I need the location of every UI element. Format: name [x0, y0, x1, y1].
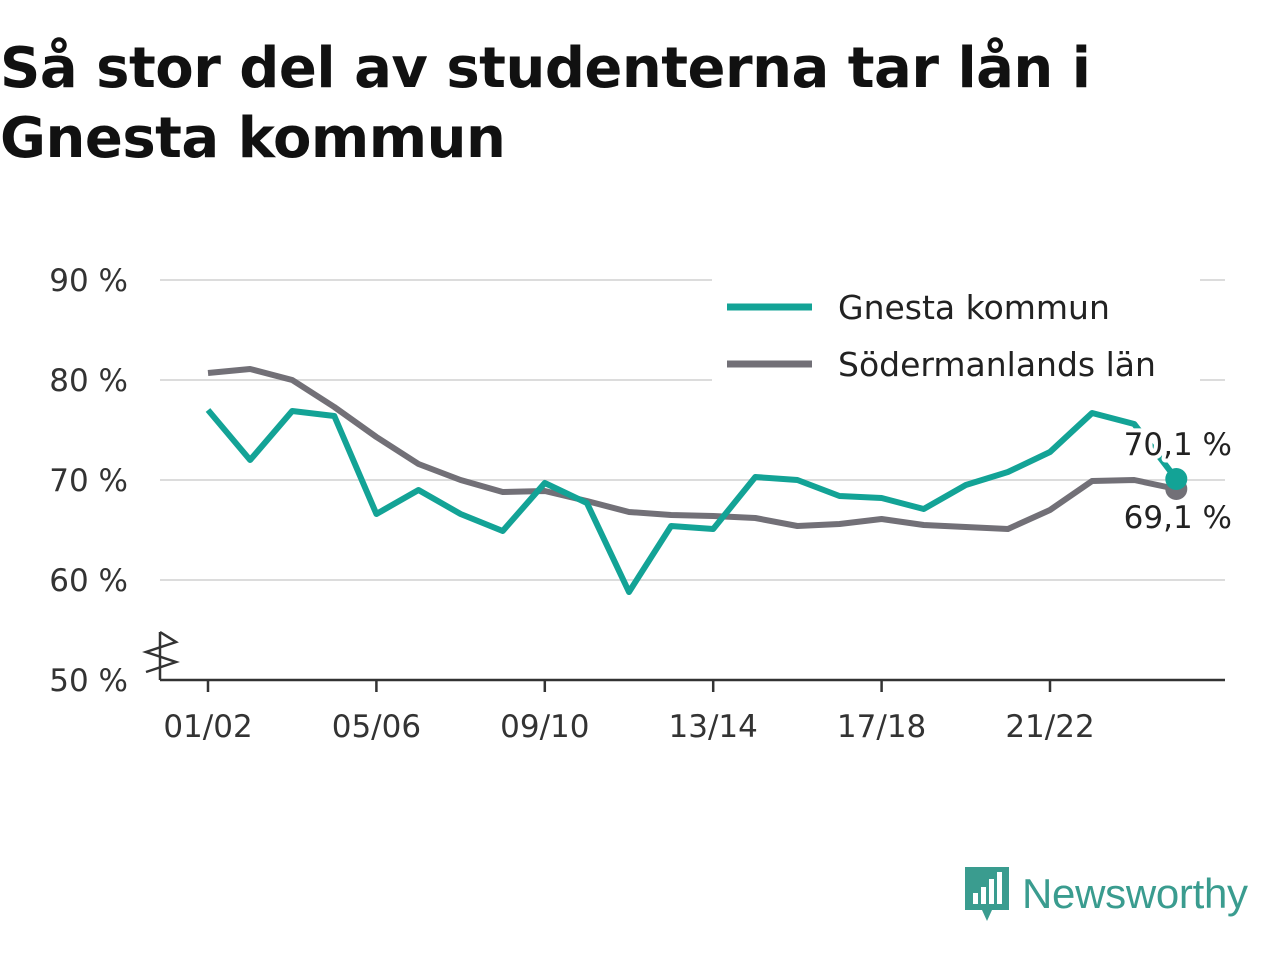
y-tick-label: 50 %: [49, 663, 128, 699]
legend-label: Södermanlands län: [838, 345, 1156, 384]
x-tick-label: 21/22: [1005, 709, 1094, 745]
end-label-sodermanland: 69,1 %: [1124, 500, 1232, 536]
chart-title: Så stor del av studenterna tar lån i Gne…: [0, 36, 1091, 171]
end-label-sodermanland-halo: 69,1 %: [1124, 500, 1232, 536]
x-tick-label: 05/06: [332, 709, 421, 745]
x-tick-label: 17/18: [837, 709, 926, 745]
brand: Newsworthy: [962, 862, 1248, 926]
series-lines: [205, 366, 1188, 595]
x-tick-label: 13/14: [669, 709, 758, 745]
x-tick-label: 09/10: [500, 709, 589, 745]
axes: 90 % 80 % 70 % 60 % 50 % 01/02 05/06 09/10 13/14…: [49, 263, 1225, 745]
end-label-gnesta-halo: 70,1 %: [1124, 427, 1232, 463]
newsworthy-logo-icon: [965, 867, 1009, 921]
y-tick-label: 90 %: [49, 263, 128, 299]
y-tick-label: 80 %: [49, 363, 128, 399]
brand-name: Newsworthy: [1022, 870, 1248, 917]
legend: Gnesta kommun Södermanlands län: [712, 275, 1200, 384]
x-tick-label: 01/02: [163, 709, 252, 745]
series-line-gnesta: [205, 408, 1179, 595]
end-point-gnesta: [1165, 468, 1188, 490]
legend-label: Gnesta kommun: [838, 288, 1110, 327]
y-tick-label: 70 %: [49, 463, 128, 499]
axis-break-marker: [142, 630, 180, 674]
y-tick-label: 60 %: [49, 563, 128, 599]
end-label-gnesta: 70,1 %: [1124, 427, 1232, 463]
end-labels: 70,1 %70,1 %69,1 %69,1 %: [1120, 423, 1236, 540]
series-line-sodermanland: [207, 366, 1177, 532]
